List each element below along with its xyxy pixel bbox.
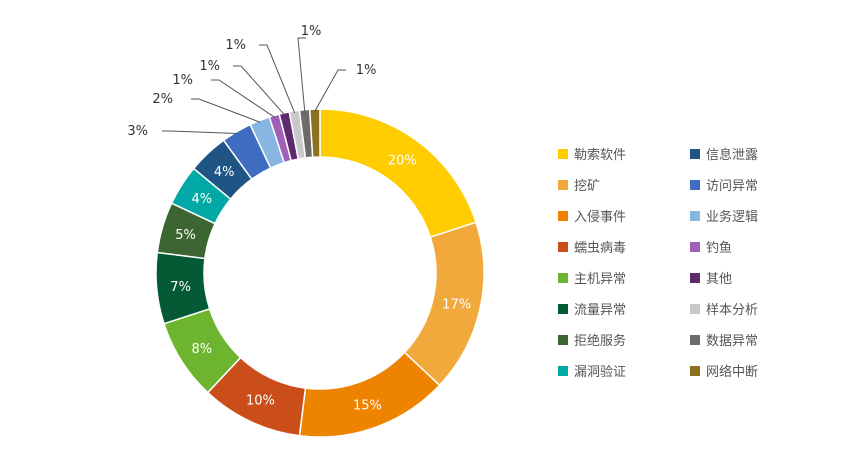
data-label-12: 1%: [199, 59, 220, 74]
data-label-3: 10%: [246, 394, 275, 409]
legend-item-1: 信息泄露: [690, 147, 758, 163]
leader-line-11: [211, 79, 276, 118]
legend-swatch: [690, 366, 700, 376]
donut-slice-15: [308, 108, 321, 159]
legend-label: 拒绝服务: [574, 333, 626, 349]
legend-label: 挖矿: [574, 179, 600, 194]
data-label-5: 7%: [170, 280, 191, 295]
legend-swatch: [690, 273, 700, 283]
legend-label: 信息泄露: [706, 147, 758, 163]
data-label-2: 15%: [353, 399, 382, 414]
leader-line-14: [297, 37, 306, 112]
legend-swatch: [558, 180, 568, 190]
legend-label: 钓鱼: [706, 240, 732, 256]
legend-item-2: 挖矿: [558, 179, 600, 194]
legend-label: 主机异常: [574, 272, 626, 287]
legend-label: 漏洞验证: [574, 364, 626, 380]
legend-item-7: 钓鱼: [690, 240, 732, 256]
data-label-15: 1%: [356, 63, 377, 78]
legend-swatch: [690, 149, 700, 159]
legend-label: 样本分析: [706, 303, 758, 318]
legend-label: 其他: [706, 272, 732, 287]
legend-item-15: 网络中断: [690, 364, 758, 380]
leader-line-15: [314, 69, 346, 112]
data-label-6: 5%: [175, 228, 196, 243]
legend-item-11: 样本分析: [690, 303, 758, 318]
legend-label: 数据异常: [706, 334, 758, 349]
data-label-1: 17%: [442, 298, 471, 313]
legend-item-9: 其他: [690, 272, 732, 287]
leader-line-12: [233, 65, 286, 116]
legend-item-5: 业务逻辑: [690, 209, 758, 225]
data-label-10: 2%: [152, 92, 173, 107]
leader-lines-group: [162, 37, 346, 135]
data-label-13: 1%: [225, 38, 246, 53]
legend-item-4: 入侵事件: [558, 209, 626, 225]
leader-line-9: [162, 130, 238, 135]
legend-item-13: 数据异常: [690, 334, 758, 349]
legend-label: 蠕虫病毒: [574, 241, 626, 256]
data-label-11: 1%: [172, 73, 193, 88]
legend-label: 访问异常: [706, 179, 758, 194]
legend-swatch: [558, 242, 568, 252]
legend-label: 勒索软件: [574, 148, 626, 163]
legend-swatch: [558, 366, 568, 376]
legend-item-10: 流量异常: [558, 303, 626, 318]
legend-label: 业务逻辑: [706, 209, 758, 225]
legend-swatch: [690, 211, 700, 221]
data-label-8: 4%: [214, 165, 235, 180]
slices-group: [155, 108, 485, 438]
legend-label: 流量异常: [574, 303, 626, 318]
data-labels-group: 20% 17% 15% 10% 8% 7% 5% 4%4% 3% 2% 1% 1% 1% 1% 1%: [127, 24, 471, 414]
legend-item-8: 主机异常: [558, 272, 626, 287]
legend-item-14: 漏洞验证: [558, 364, 626, 380]
legend-label: 入侵事件: [574, 209, 626, 225]
legend-swatch: [558, 304, 568, 314]
leader-line-10: [191, 98, 261, 123]
legend-swatch: [558, 335, 568, 345]
legend-swatch: [690, 242, 700, 252]
data-label-0: 20%: [388, 154, 417, 169]
legend-item-6: 蠕虫病毒: [558, 241, 626, 256]
data-label-9: 3%: [127, 124, 148, 139]
leader-line-13: [259, 44, 296, 114]
legend-swatch: [690, 335, 700, 345]
data-label-7: 4%: [191, 192, 212, 207]
legend-swatch: [690, 180, 700, 190]
data-label-14: 1%: [301, 24, 322, 39]
legend-item-0: 勒索软件: [558, 148, 626, 163]
legend-item-12: 拒绝服务: [558, 333, 626, 349]
legend-swatch: [558, 273, 568, 283]
legend-swatch: [690, 304, 700, 314]
legend-label: 网络中断: [706, 364, 758, 380]
legend-swatch: [558, 211, 568, 221]
donut-slice-0: [319, 108, 477, 239]
data-label-4: 8%: [191, 342, 212, 357]
legend-swatch: [558, 149, 568, 159]
donut-slice-2: [298, 351, 441, 438]
legend-item-3: 访问异常: [690, 179, 758, 194]
